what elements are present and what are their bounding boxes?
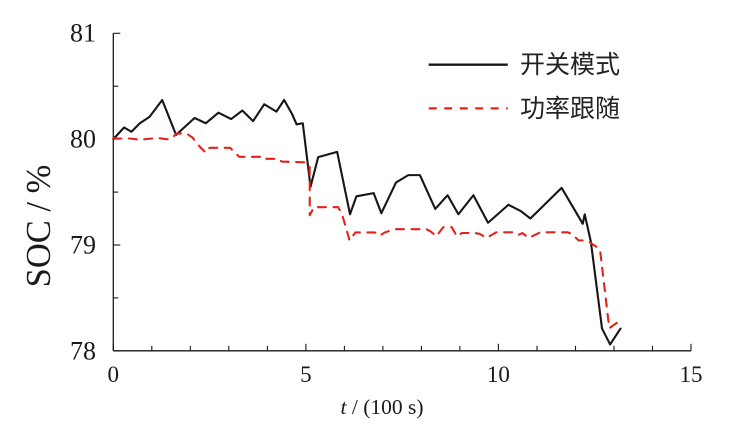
- svg-text:t / (100 s): t / (100 s): [340, 395, 423, 419]
- svg-text:SOC / %: SOC / %: [20, 165, 58, 288]
- svg-text:80: 80: [70, 125, 96, 154]
- svg-text:功率跟随: 功率跟随: [520, 95, 620, 123]
- svg-text:81: 81: [70, 19, 96, 48]
- svg-text:78: 78: [70, 337, 96, 366]
- svg-text:5: 5: [300, 362, 312, 387]
- svg-text:10: 10: [487, 362, 510, 387]
- svg-text:开关模式: 开关模式: [520, 51, 620, 79]
- svg-text:0: 0: [108, 362, 120, 387]
- svg-text:15: 15: [680, 362, 703, 387]
- svg-text:79: 79: [70, 231, 96, 260]
